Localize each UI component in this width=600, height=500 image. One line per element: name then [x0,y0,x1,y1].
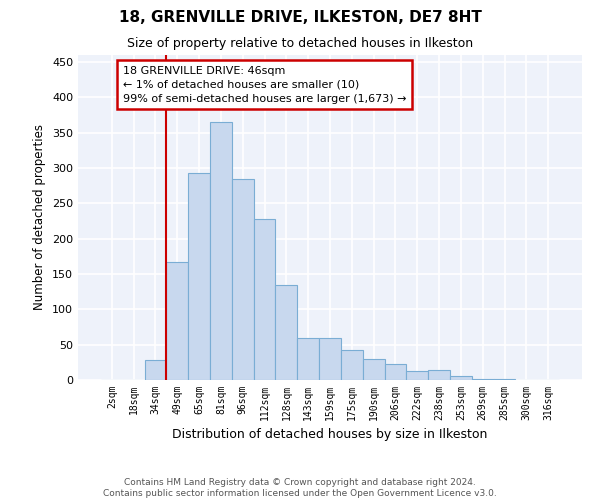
Bar [188,173,210,380]
Bar [275,284,297,380]
Bar [341,350,363,380]
Bar [450,376,472,380]
Text: Contains HM Land Registry data © Crown copyright and database right 2024.
Contai: Contains HM Land Registry data © Crown c… [103,478,497,498]
Bar [363,359,385,380]
X-axis label: Distribution of detached houses by size in Ilkeston: Distribution of detached houses by size … [172,428,488,442]
Bar [472,378,494,380]
Y-axis label: Number of detached properties: Number of detached properties [34,124,46,310]
Bar [254,219,275,380]
Bar [232,178,254,380]
Text: 18 GRENVILLE DRIVE: 46sqm
← 1% of detached houses are smaller (10)
99% of semi-d: 18 GRENVILLE DRIVE: 46sqm ← 1% of detach… [123,66,406,104]
Bar [297,338,319,380]
Bar [428,370,450,380]
Bar [319,338,341,380]
Text: 18, GRENVILLE DRIVE, ILKESTON, DE7 8HT: 18, GRENVILLE DRIVE, ILKESTON, DE7 8HT [119,10,481,25]
Bar [385,364,406,380]
Bar [166,262,188,380]
Text: Size of property relative to detached houses in Ilkeston: Size of property relative to detached ho… [127,38,473,51]
Bar [406,371,428,380]
Bar [145,360,166,380]
Bar [210,122,232,380]
